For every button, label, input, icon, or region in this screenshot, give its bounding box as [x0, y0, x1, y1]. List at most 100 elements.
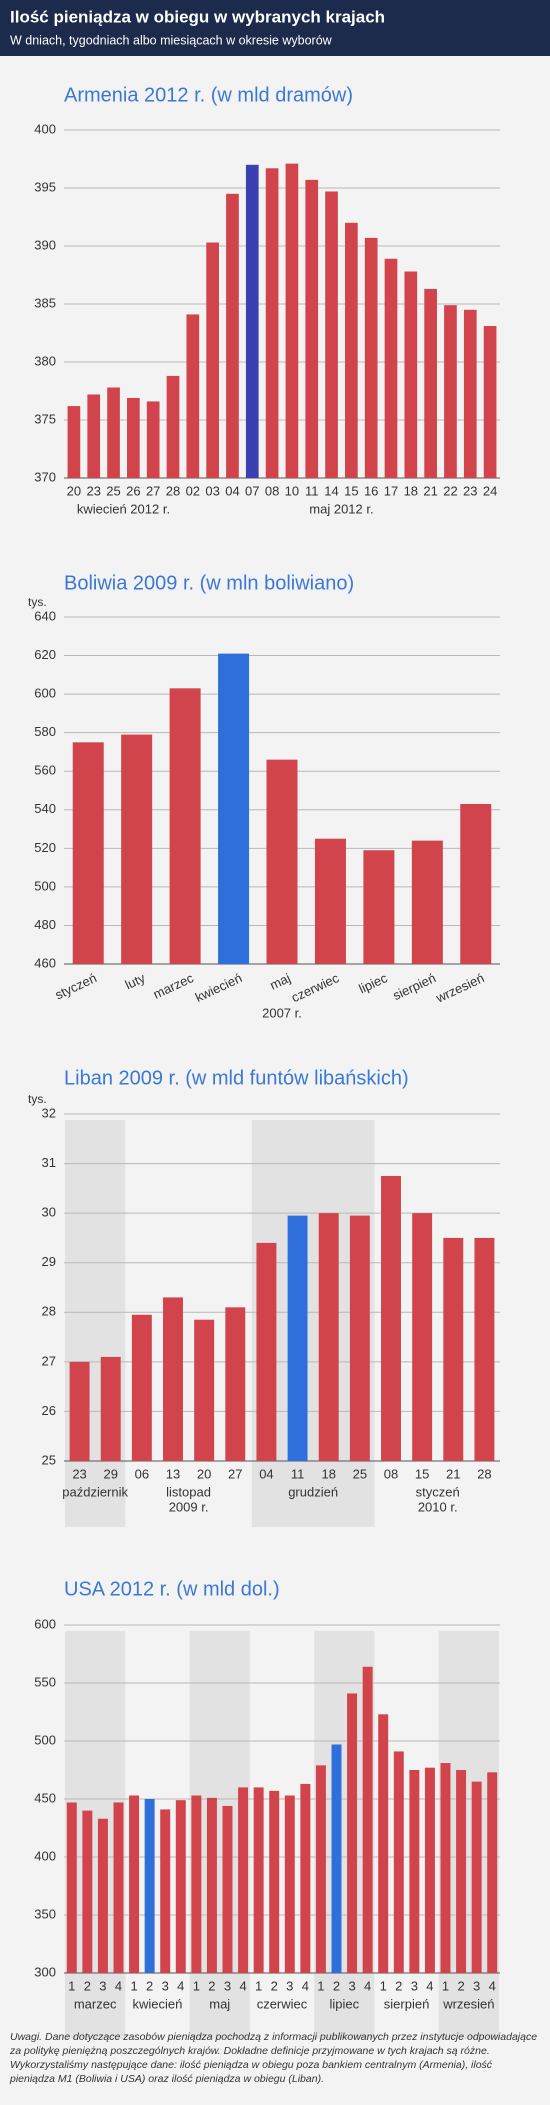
x-tick-label: 2 — [146, 1978, 153, 1993]
y-tick-label: 540 — [34, 801, 56, 816]
x-tick-label: 4 — [239, 1978, 246, 1993]
y-tick-label: 550 — [34, 1674, 56, 1689]
bar — [222, 1805, 233, 1973]
x-tick-label: 25 — [353, 1466, 367, 1481]
bar — [378, 1714, 389, 1973]
y-tick-label: 395 — [34, 179, 56, 194]
y-tick-label: 385 — [34, 295, 56, 310]
header-subtitle: W dniach, tygodniach albo miesiącach w o… — [10, 33, 333, 47]
bar — [471, 1781, 482, 1973]
group-label: maj 2012 r. — [309, 501, 373, 516]
bar — [412, 1213, 433, 1461]
bar — [409, 1770, 420, 1973]
group-label: 2007 r. — [262, 1005, 302, 1020]
x-tick-label: 27 — [146, 483, 160, 498]
y-tick-label: 370 — [34, 469, 56, 484]
group-label: grudzień — [288, 1484, 338, 1499]
x-tick-label: 21 — [446, 1466, 460, 1481]
group-label: marzec — [74, 1996, 117, 2011]
bar — [265, 168, 279, 478]
x-tick-label: 2 — [333, 1978, 340, 1993]
bar — [218, 653, 250, 964]
bar — [206, 242, 219, 478]
bar — [285, 163, 299, 478]
x-tick-label: 13 — [166, 1466, 180, 1481]
x-tick-label: marzec — [151, 970, 196, 1002]
x-tick-label: 18 — [404, 483, 418, 498]
y-tick-label: 500 — [34, 878, 56, 893]
x-tick-label: 1 — [193, 1978, 200, 1993]
y-tick-label: 300 — [34, 1964, 56, 1979]
x-tick-label: 17 — [384, 483, 398, 498]
x-tick-label: 3 — [224, 1978, 231, 1993]
bar — [194, 1319, 215, 1461]
bar — [393, 1751, 404, 1973]
x-tick-label: sierpień — [390, 970, 438, 1003]
x-tick-label: 25 — [106, 483, 120, 498]
group-label: lipiec — [329, 1996, 359, 2011]
bar — [411, 840, 443, 964]
y-tick-label: 600 — [34, 1616, 56, 1631]
footnote: Uwagi. Dane dotyczące zasobów pieniądza … — [10, 2031, 538, 2085]
bar — [253, 1787, 264, 1973]
bar — [166, 375, 180, 478]
y-tick-label: 480 — [34, 917, 56, 932]
x-tick-label: 2 — [208, 1978, 215, 1993]
bar — [456, 1770, 467, 1973]
y-tick-label: 620 — [34, 647, 56, 662]
x-tick-label: 3 — [473, 1978, 480, 1993]
x-tick-label: luty — [123, 970, 148, 992]
bar — [314, 838, 346, 964]
x-tick-label: 15 — [344, 483, 358, 498]
y-tick-label: 375 — [34, 411, 56, 426]
x-tick-label: 07 — [245, 483, 259, 498]
x-tick-label: 1 — [255, 1978, 262, 1993]
bar — [463, 309, 477, 478]
x-tick-label: 20 — [67, 483, 81, 498]
x-tick-label: 11 — [291, 1466, 305, 1481]
chart-title: Liban 2009 r. (w mld funtów libańskich) — [64, 1067, 409, 1089]
x-tick-label: 26 — [126, 483, 140, 498]
bar — [131, 1314, 152, 1461]
y-tick-label: 560 — [34, 763, 56, 778]
bar — [169, 688, 201, 964]
y-tick-label: 450 — [34, 1790, 56, 1805]
y-tick-label: 26 — [42, 1403, 56, 1418]
bar — [287, 1215, 308, 1461]
y-tick-label: 380 — [34, 353, 56, 368]
header-title: Ilość pieniądza w obiegu w wybranych kra… — [10, 7, 385, 26]
x-tick-label: wrzesień — [433, 970, 487, 1006]
y-tick-label: 29 — [42, 1254, 56, 1269]
bar — [146, 401, 160, 478]
y-tick-label: 27 — [42, 1353, 56, 1368]
bar — [364, 237, 378, 478]
bar — [113, 1802, 124, 1973]
bar — [256, 1242, 277, 1461]
x-tick-label: 21 — [423, 483, 437, 498]
bar — [444, 305, 457, 478]
bar — [82, 1810, 93, 1973]
x-tick-label: 11 — [305, 483, 319, 498]
x-tick-label: czerwiec — [289, 970, 342, 1005]
y-tick-label: 30 — [42, 1205, 56, 1220]
y-tick-label: 460 — [34, 955, 56, 970]
x-tick-label: 02 — [186, 483, 200, 498]
x-tick-label: 20 — [197, 1466, 211, 1481]
bar — [440, 1763, 451, 1973]
group-label: styczeń — [416, 1484, 460, 1499]
y-tick-label: 520 — [34, 840, 56, 855]
x-tick-label: 4 — [364, 1978, 371, 1993]
bar — [144, 1799, 155, 1973]
x-tick-label: 3 — [99, 1978, 106, 1993]
bar — [69, 1361, 90, 1461]
bar — [305, 179, 319, 478]
bar — [226, 193, 239, 479]
x-tick-label: 03 — [205, 483, 219, 498]
x-tick-label: 4 — [489, 1978, 496, 1993]
y-tick-label: 28 — [42, 1304, 56, 1319]
x-tick-label: 15 — [415, 1466, 429, 1481]
bar — [349, 1215, 370, 1461]
y-tick-label: 31 — [42, 1155, 56, 1170]
bar — [66, 1802, 77, 1973]
